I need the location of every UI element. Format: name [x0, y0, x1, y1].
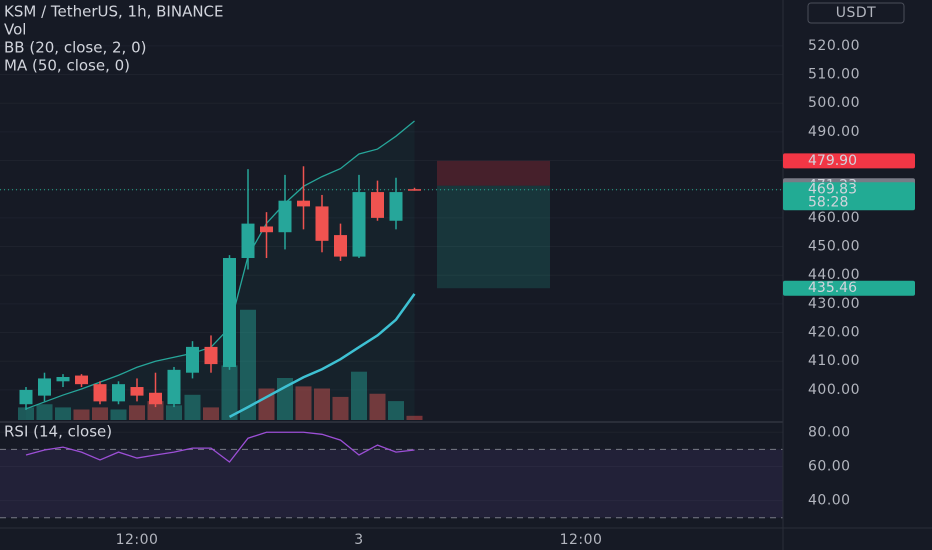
- candle-body: [334, 235, 347, 257]
- price-label: 435.46: [808, 280, 857, 296]
- indicator-label: BB (20, close, 2, 0): [4, 39, 146, 57]
- candle-body: [19, 389, 33, 405]
- countdown-label: 58:28: [808, 195, 848, 211]
- bb-upper-fill: [26, 120, 415, 420]
- bb-upper: [25, 120, 415, 410]
- y-tick-label: 510.00: [808, 67, 860, 83]
- volume-bar: [203, 407, 219, 420]
- target-zone: [437, 185, 550, 289]
- volume-bar: [92, 407, 108, 420]
- stop-zone: [437, 160, 550, 186]
- candle-body: [278, 200, 292, 233]
- x-tick-label: 12:00: [560, 532, 603, 548]
- volume-bar: [240, 309, 256, 420]
- currency-label[interactable]: USDT: [836, 5, 876, 21]
- volume-bar: [332, 396, 349, 420]
- price-label: 479.90: [808, 153, 857, 169]
- volume-bar: [369, 393, 386, 420]
- candle-body: [352, 192, 366, 257]
- currency-button[interactable]: [807, 2, 905, 24]
- volume-bar: [258, 388, 275, 420]
- candle-body: [75, 375, 88, 385]
- volume-bar: [351, 371, 367, 420]
- candle-body: [56, 376, 70, 382]
- volume-bar: [18, 407, 34, 420]
- x-tick-label: 3: [354, 532, 363, 548]
- rsi-tick-label: 40.00: [808, 493, 851, 509]
- candle-body: [260, 226, 273, 233]
- price-label: 469.83: [808, 182, 857, 198]
- candle-body: [223, 258, 236, 367]
- x-tick-label: 12:00: [116, 532, 159, 548]
- volume-bar: [110, 409, 127, 420]
- candle-body: [149, 392, 162, 405]
- rsi-tick-label: 60.00: [808, 458, 851, 474]
- y-tick-label: 450.00: [808, 239, 860, 255]
- volume-bar: [314, 388, 330, 420]
- candle-body: [204, 346, 218, 365]
- rsi-line: [25, 431, 415, 463]
- volume-bar: [184, 394, 201, 420]
- volume-bar: [388, 401, 404, 420]
- price-label-box: [783, 280, 915, 296]
- volume-bar: [73, 409, 90, 420]
- volume-bar: [406, 415, 423, 420]
- price-label-box: [783, 182, 915, 211]
- candle-body: [93, 384, 107, 402]
- volume-bar: [55, 407, 71, 420]
- volume-bar: [221, 365, 238, 420]
- candle-body: [315, 206, 329, 241]
- rsi-band-fill: [0, 449, 783, 518]
- indicator-label: Vol: [4, 21, 26, 39]
- candle-body: [297, 200, 310, 207]
- y-tick-label: 440.00: [808, 267, 860, 283]
- volume-bar: [36, 404, 53, 420]
- volume-bar: [147, 401, 164, 420]
- candle-body: [241, 223, 255, 259]
- y-tick-label: 410.00: [808, 353, 860, 369]
- y-tick-label: 500.00: [808, 95, 860, 111]
- candle-body: [371, 192, 384, 218]
- chart-title: KSM / TetherUS, 1h, BINANCE: [4, 3, 224, 21]
- candle-body: [408, 189, 421, 191]
- candle-body: [38, 378, 51, 396]
- y-tick-label: 490.00: [808, 124, 860, 140]
- ma-line: [228, 293, 416, 418]
- volume-bar: [166, 405, 182, 420]
- rsi-tick-label: 80.00: [808, 424, 851, 440]
- volume-bar: [295, 386, 312, 420]
- y-tick-label: 420.00: [808, 325, 860, 341]
- candle-body: [112, 384, 125, 402]
- rsi-title: RSI (14, close): [4, 423, 112, 441]
- candle-body: [186, 346, 199, 373]
- y-tick-label: 460.00: [808, 210, 860, 226]
- y-tick-label: 430.00: [808, 296, 860, 312]
- volume-bar: [129, 405, 145, 420]
- indicator-label: MA (50, close, 0): [4, 57, 130, 75]
- candle-body: [167, 369, 181, 405]
- candle-body: [389, 192, 403, 221]
- y-tick-label: 400.00: [808, 382, 860, 398]
- candle-body: [130, 387, 144, 396]
- price-label-box: [783, 153, 915, 169]
- y-tick-label: 520.00: [808, 38, 860, 54]
